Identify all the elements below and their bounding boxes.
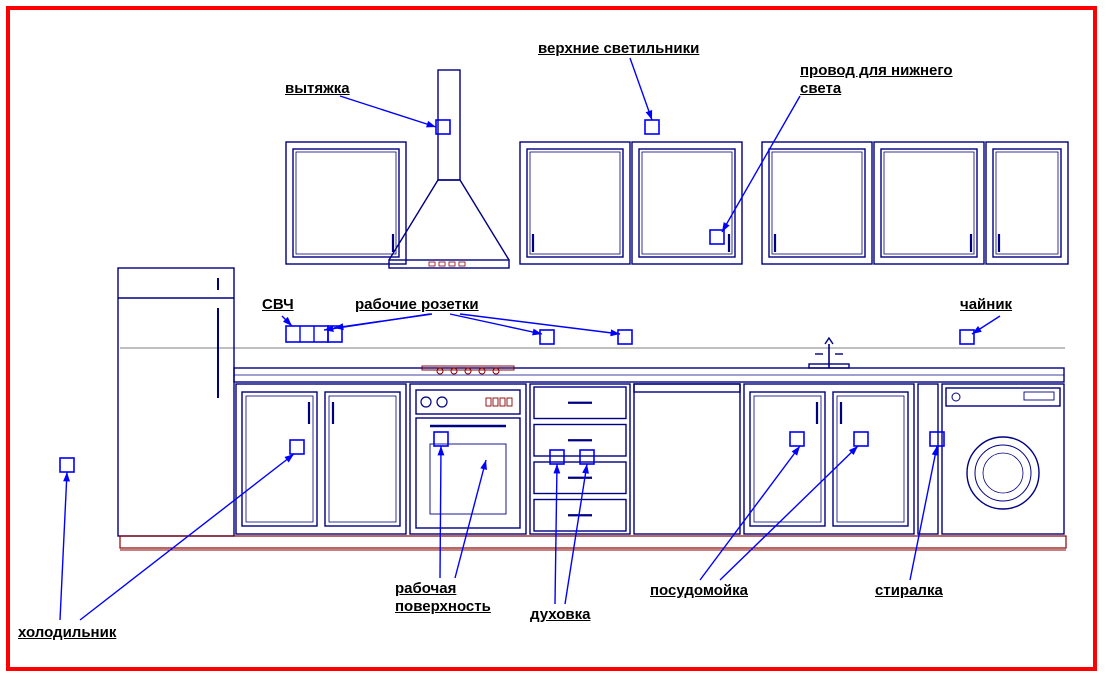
label-extract: вытяжка (285, 80, 350, 97)
label-kettle: чайник (960, 296, 1012, 313)
label-work-surface-l1: рабочая (395, 580, 456, 597)
label-work-surface-l2: поверхность (395, 598, 491, 615)
label-oven: духовка (530, 606, 590, 623)
label-washer: стиралка (875, 582, 943, 599)
label-upper-lights: верхние светильники (538, 40, 699, 57)
label-fridge: холодильник (18, 624, 116, 641)
kitchen-elevation-svg (0, 0, 1107, 681)
label-microwave: СВЧ (262, 296, 294, 313)
label-work-outlets: рабочие розетки (355, 296, 479, 313)
label-work-surface: рабочая поверхность (395, 580, 491, 616)
label-lower-wire-l1: провод для нижнего (800, 62, 953, 79)
label-dishwasher: посудомойка (650, 582, 748, 599)
label-lower-wire: провод для нижнего света (800, 62, 953, 98)
label-lower-wire-l2: света (800, 80, 841, 97)
